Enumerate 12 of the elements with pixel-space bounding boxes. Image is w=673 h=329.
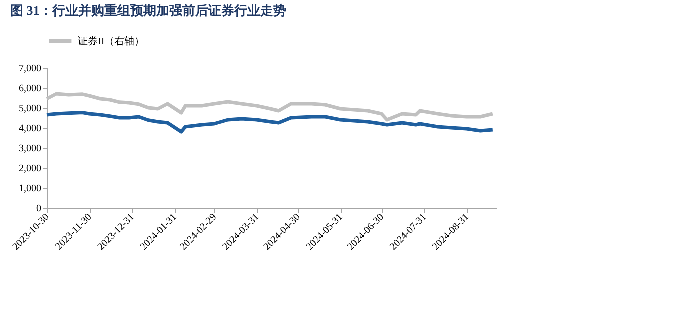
y-tick-label: 0 (36, 204, 42, 214)
line-series (45, 111, 495, 134)
y-tick-label: 5,000 (19, 104, 42, 114)
y-tick-label: 4,000 (19, 124, 42, 134)
y-tick-label: 6,000 (19, 84, 42, 94)
line-series (45, 92, 495, 122)
y-tick-label: 3,000 (19, 144, 42, 154)
y-tick-label: 7,000 (19, 64, 42, 74)
chart-title: 图 31：行业并购重组预期加强前后证券行业走势 (10, 3, 287, 18)
legend-label: 证券II（右轴） (78, 36, 145, 48)
y-tick-label: 2,000 (19, 164, 42, 174)
y-tick-label: 1,000 (19, 184, 42, 194)
